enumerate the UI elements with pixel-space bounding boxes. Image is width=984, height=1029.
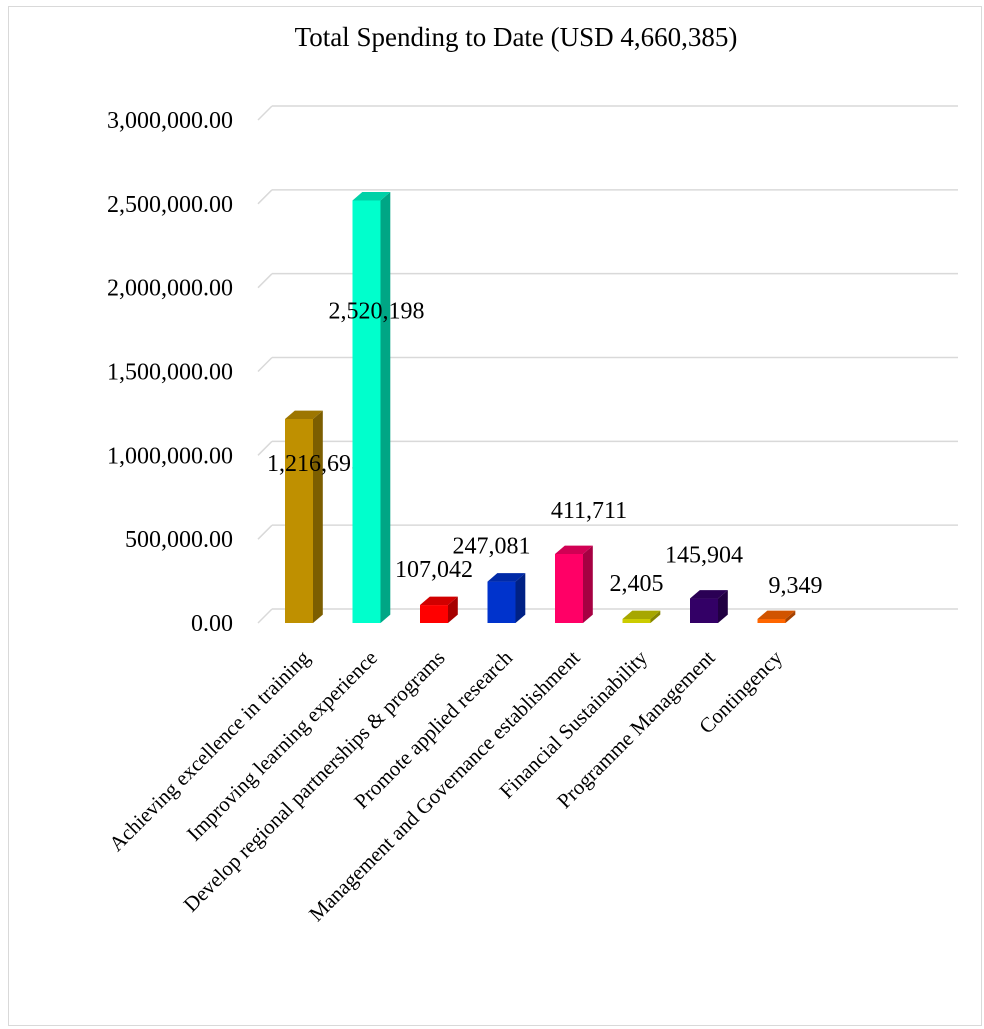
bar-side: [380, 192, 391, 623]
y-tick-label: 3,000,000.00: [107, 108, 233, 134]
bar-side: [583, 545, 593, 623]
bar: [690, 598, 718, 623]
data-label: 1,216,695: [267, 451, 363, 477]
data-label: 9,349: [769, 573, 823, 599]
y-tick-label: 0.00: [191, 611, 233, 637]
gridline-corner: [257, 608, 273, 624]
data-label: 2,405: [610, 571, 664, 597]
gridline-corner: [257, 105, 273, 121]
gridline-corner: [257, 356, 273, 373]
bar-top: [487, 573, 526, 582]
y-tick-label: 2,000,000.00: [107, 276, 233, 302]
bar-side: [448, 596, 458, 623]
bar: [757, 619, 786, 623]
gridline-corner: [257, 440, 273, 456]
bar: [555, 553, 583, 623]
data-label: 2,520,198: [329, 298, 425, 324]
bar-top: [420, 596, 458, 606]
y-tick-label: 500,000.00: [125, 527, 233, 553]
data-label: 411,711: [551, 498, 627, 524]
bar: [352, 200, 381, 623]
data-label: 247,081: [453, 534, 531, 560]
y-tick-label: 1,500,000.00: [107, 360, 233, 386]
x-tick-label: Develop regional partnerships & programs: [179, 646, 450, 917]
y-tick-label: 2,500,000.00: [107, 192, 233, 218]
bar-top: [622, 610, 661, 619]
bar-top: [285, 410, 323, 420]
bar-top: [757, 610, 796, 619]
data-label: 145,904: [665, 543, 743, 569]
chart-title: Total Spending to Date (USD 4,660,385): [294, 22, 738, 52]
gridline-corner: [257, 189, 273, 205]
bar-top: [352, 192, 391, 201]
bar: [285, 419, 313, 623]
bar-side: [515, 573, 526, 623]
bar: [420, 605, 448, 623]
bar: [487, 581, 516, 623]
data-label: 107,042: [395, 557, 473, 583]
bar-side: [718, 590, 728, 623]
bar: [622, 619, 651, 623]
bar-top: [555, 545, 593, 554]
chart-frame: [8, 6, 982, 1026]
bar-top: [690, 590, 728, 599]
gridline-corner: [257, 273, 273, 289]
bar-side: [313, 410, 323, 623]
gridline-corner: [257, 524, 273, 540]
y-tick-label: 1,000,000.00: [107, 443, 233, 469]
bar-side: [650, 610, 661, 623]
bar-side: [785, 610, 796, 623]
